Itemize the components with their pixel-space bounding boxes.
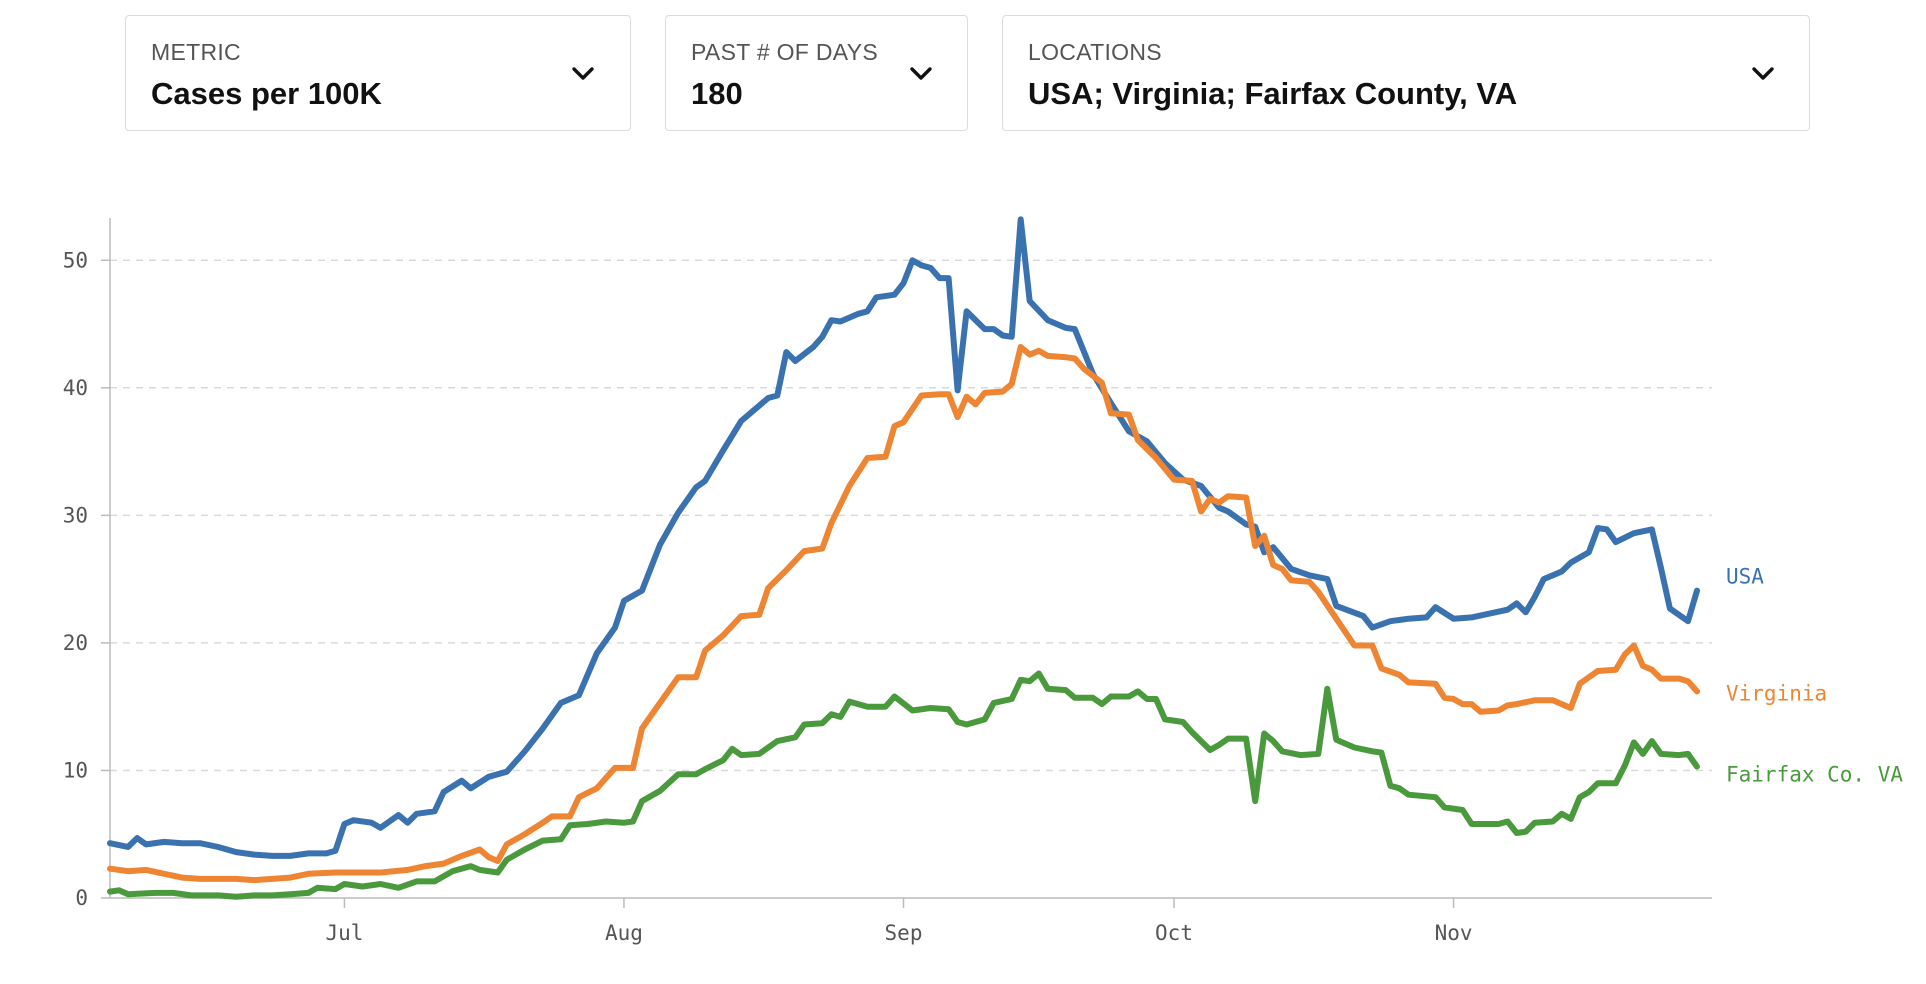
series-label: Fairfax Co. VA	[1726, 763, 1903, 787]
metric-label: METRIC	[151, 39, 241, 65]
metric-select[interactable]: METRIC Cases per 100K	[125, 15, 631, 131]
series-lines	[107, 216, 1700, 900]
y-tick-label: 0	[75, 886, 88, 910]
axes: 0 10 20 30 40 50 Jul Aug Sep Oct Nov	[63, 218, 1712, 945]
y-tick-label: 40	[63, 376, 88, 400]
y-tick-label: 50	[63, 248, 88, 272]
y-tick-label: 10	[63, 758, 88, 782]
locations-value: USA; Virginia; Fairfax County, VA	[1028, 76, 1518, 111]
series-label: USA	[1726, 565, 1764, 589]
chevron-down-icon[interactable]	[1746, 60, 1780, 88]
days-value: 180	[691, 76, 743, 111]
y-tick-label: 20	[63, 631, 88, 655]
series-line-virginia	[107, 344, 1700, 884]
metric-value: Cases per 100K	[151, 76, 382, 111]
days-select[interactable]: PAST # OF DAYS 180	[665, 15, 968, 131]
days-label: PAST # OF DAYS	[691, 39, 878, 65]
x-tick-label: Oct	[1155, 921, 1193, 945]
y-tick-label: 30	[63, 503, 88, 527]
x-tick-label: Nov	[1435, 921, 1473, 945]
x-tick-label: Sep	[885, 921, 923, 945]
series-line-usa	[107, 216, 1700, 859]
gridlines	[110, 259, 1712, 772]
chevron-down-icon[interactable]	[566, 60, 600, 88]
series-line-fairfax-co-va	[107, 670, 1700, 900]
chevron-down-icon[interactable]	[904, 60, 938, 88]
locations-select[interactable]: LOCATIONS USA; Virginia; Fairfax County,…	[1002, 15, 1810, 131]
locations-label: LOCATIONS	[1028, 39, 1162, 65]
x-tick-label: Aug	[605, 921, 643, 945]
series-label: Virginia	[1726, 681, 1827, 705]
x-tick-label: Jul	[325, 921, 363, 945]
series-labels: USA Virginia Fairfax Co. VA	[1726, 565, 1903, 787]
